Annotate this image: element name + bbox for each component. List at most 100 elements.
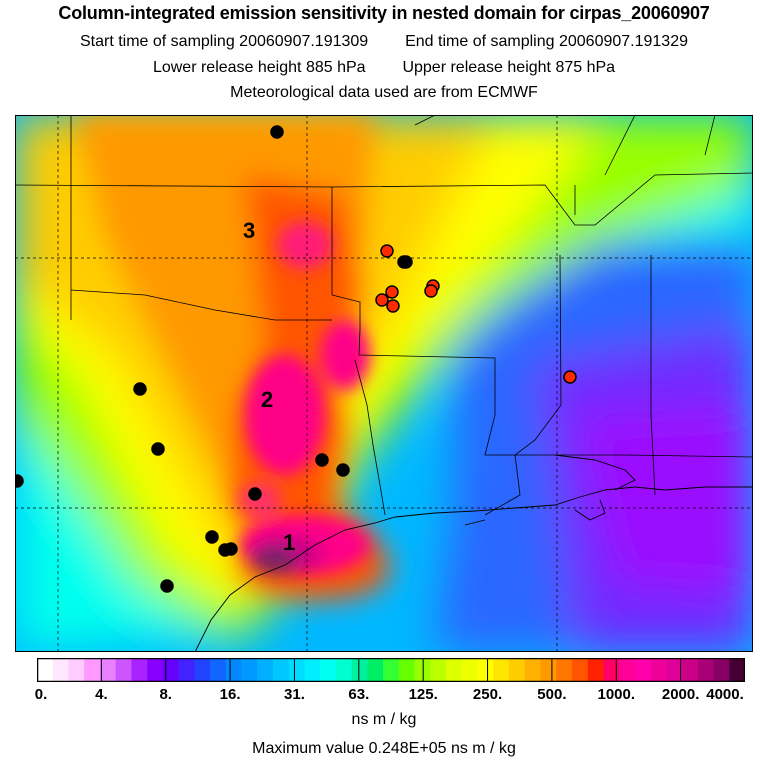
site-label-3: 3: [243, 218, 255, 243]
colorbar-swatch: [84, 658, 101, 682]
colorbar-swatch: [194, 658, 211, 682]
start-time-label: Start time of sampling: [79, 33, 235, 50]
colorbar-swatch: [603, 658, 620, 682]
colorbar-swatch: [729, 658, 745, 682]
plot-title: Column-integrated emission sensitivity i…: [58, 3, 710, 23]
colorbar-swatch: [257, 658, 274, 682]
colorbar-swatch: [634, 658, 651, 682]
marker-layer: [15, 125, 577, 593]
colorbar-swatch: [697, 658, 714, 682]
red-site-marker: [385, 285, 399, 299]
colorbar-tick-label: 500.: [537, 686, 567, 703]
colorbar-swatch: [713, 658, 730, 682]
colorbar-swatch: [461, 658, 478, 682]
colorbar-swatch: [493, 658, 510, 682]
colorbar-tick-label: 31.: [284, 686, 305, 703]
colorbar-swatch: [666, 658, 683, 682]
release-height-line: Lower release height 885 hPa Upper relea…: [0, 59, 768, 77]
colorbar-swatch: [52, 658, 69, 682]
colorbar-swatch: [650, 658, 667, 682]
colorbar-swatch: [587, 658, 604, 682]
colorbar-tick-label: 1000.: [597, 686, 636, 703]
colorbar-swatch: [556, 658, 573, 682]
colorbar-swatch: [383, 658, 400, 682]
colorbar-swatch: [304, 658, 321, 682]
colorbar-swatch: [367, 658, 384, 682]
met-data-line: Meteorological data used are from ECMWF: [230, 84, 538, 101]
colorbar-swatch: [430, 658, 447, 682]
colorbar-tick-label: 0.: [34, 686, 48, 703]
site-label-1: 1: [283, 530, 295, 555]
lower-release-label: Lower release height: [152, 59, 302, 76]
sensitivity-field: [15, 115, 753, 652]
red-site-marker: [386, 299, 400, 313]
colorbar-tick-label: 8.: [159, 686, 172, 703]
start-time-value: 20060907.191309: [239, 33, 369, 50]
colorbar-tick-label: 2000.: [661, 686, 700, 703]
black-site-marker: [151, 442, 165, 456]
colorbar-swatch: [446, 658, 463, 682]
colorbar-swatch: [335, 658, 352, 682]
colorbar-swatch: [540, 658, 557, 682]
colorbar-swatch: [210, 658, 227, 682]
colorbar-tick-label: 250.: [472, 686, 503, 703]
red-site-marker: [563, 370, 577, 384]
colorbar-swatch: [477, 658, 494, 682]
black-site-marker: [315, 453, 329, 467]
max-number: 0.248E+05 ns m / kg: [368, 740, 516, 757]
colorbar-swatch: [619, 658, 636, 682]
colorbar: [37, 658, 745, 682]
colorbar-swatch: [147, 658, 164, 682]
colorbar-swatch: [178, 658, 195, 682]
end-time-label: End time of sampling: [405, 33, 555, 50]
black-site-marker: [270, 125, 284, 139]
colorbar-swatch: [414, 658, 431, 682]
black-site-marker: [248, 487, 262, 501]
lat-lon-grid: [15, 115, 753, 652]
black-site-marker: [218, 543, 232, 557]
black-site-marker: [397, 255, 411, 269]
colorbar-tick-label: 4000.: [706, 686, 744, 703]
colorbar-swatch: [225, 658, 242, 682]
colorbar-swatch: [682, 658, 699, 682]
colorbar-swatch: [398, 658, 415, 682]
sampling-time-line: Start time of sampling 20060907.191309 E…: [0, 33, 768, 51]
site-label-2: 2: [261, 387, 273, 412]
maximum-value: Maximum value 0.248E+05 ns m / kg: [0, 740, 768, 758]
colorbar-units: ns m / kg: [351, 711, 417, 728]
red-site-marker: [380, 244, 394, 258]
colorbar-swatch: [162, 658, 179, 682]
colorbar-swatch: [351, 658, 368, 682]
red-site-marker: [424, 284, 438, 298]
max-label: Maximum value: [252, 740, 365, 757]
colorbar-swatch: [288, 658, 305, 682]
colorbar-frame: [37, 658, 745, 682]
colorbar-swatch: [320, 658, 337, 682]
colorbar-tick-label: 16.: [219, 686, 241, 703]
colorbar-swatch: [524, 658, 541, 682]
black-site-marker: [336, 463, 350, 477]
colorbar-swatch: [37, 658, 54, 682]
lower-release-value: 885 hPa: [305, 59, 366, 76]
colorbar-tick-label: 4.: [95, 686, 108, 703]
coastline: [194, 454, 753, 652]
end-time-value: 20060907.191329: [558, 33, 688, 50]
colorbar-swatch: [131, 658, 148, 682]
black-site-marker: [133, 382, 147, 396]
colorbar-swatch: [68, 658, 85, 682]
colorbar-swatch: [115, 658, 132, 682]
colorbar-tick-label: 63.: [348, 686, 370, 703]
state-boundaries: [15, 115, 753, 516]
black-site-marker: [160, 579, 174, 593]
colorbar-swatch: [99, 658, 116, 682]
upper-release-value: 875 hPa: [555, 59, 616, 76]
colorbar-swatch: [241, 658, 258, 682]
upper-release-label: Upper release height: [402, 59, 551, 76]
colorbar-swatch: [509, 658, 526, 682]
colorbar-swatch: [571, 658, 588, 682]
black-site-marker: [15, 474, 24, 488]
black-site-marker: [205, 530, 219, 544]
map-frame: [15, 115, 753, 652]
colorbar-tick-label: 125.: [408, 686, 438, 703]
emission-sensitivity-map: 3 2 1: [15, 115, 753, 652]
